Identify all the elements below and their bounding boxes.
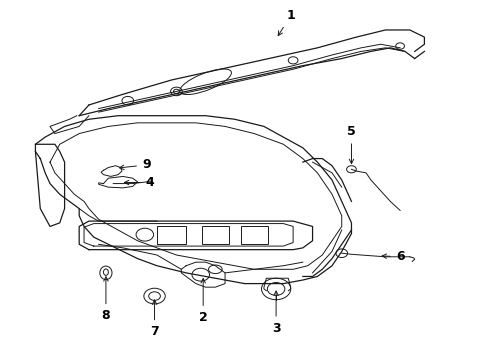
Text: 7: 7: [150, 300, 159, 338]
Text: 9: 9: [119, 158, 150, 171]
Text: 2: 2: [199, 279, 207, 324]
Text: 8: 8: [102, 277, 110, 322]
Text: 6: 6: [381, 250, 404, 263]
Text: 4: 4: [124, 176, 154, 189]
Text: 1: 1: [278, 9, 294, 36]
Text: 3: 3: [271, 291, 280, 335]
Text: 5: 5: [346, 125, 355, 164]
